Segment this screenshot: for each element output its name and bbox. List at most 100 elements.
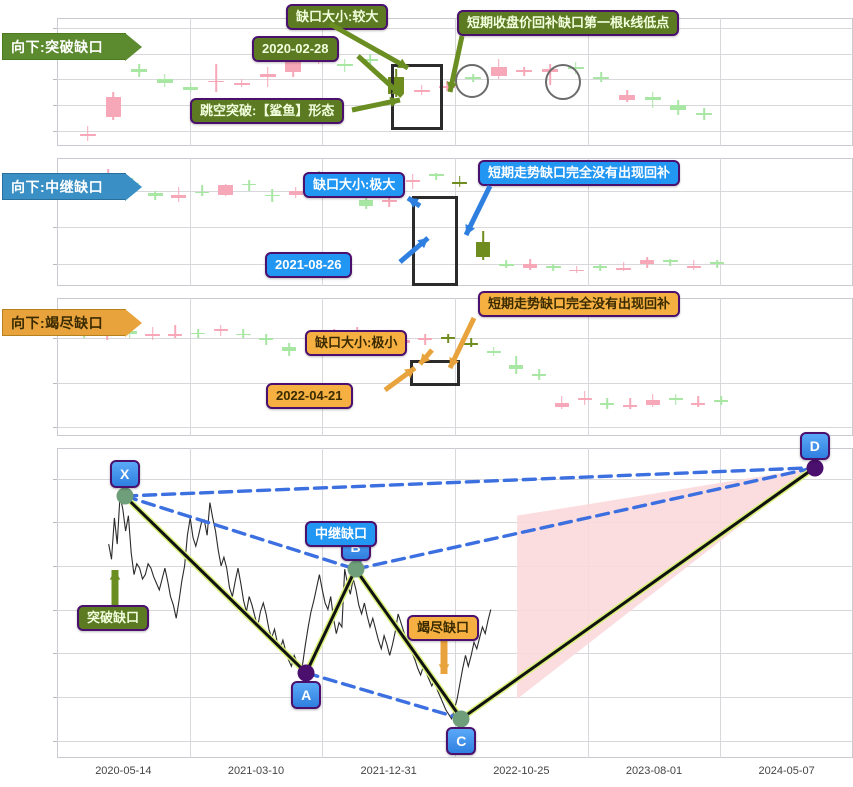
- candlestick: [358, 158, 374, 286]
- candlestick-wick: [583, 391, 586, 405]
- candlestick-wick: [720, 395, 722, 405]
- panel1-refill-circle-1: [455, 64, 489, 98]
- candlestick: [499, 158, 514, 286]
- y-axis-tick-mark: [53, 740, 57, 742]
- callout-exhaustion-gap-marker: 竭尽缺口: [407, 615, 480, 642]
- pivot-point-dot-d: [806, 459, 824, 477]
- candlestick-wick: [151, 326, 154, 341]
- callout-date-2021-08-26: 2021-08-26: [265, 252, 352, 279]
- gridline-vertical: [587, 158, 589, 286]
- candlestick: [670, 18, 687, 146]
- candlestick-body: [569, 269, 584, 272]
- candlestick: [696, 18, 713, 146]
- candlestick-wick: [174, 324, 177, 339]
- candlestick-wick: [248, 179, 250, 191]
- candlestick: [619, 18, 635, 146]
- candlestick: [546, 158, 561, 286]
- candlestick-wick: [600, 71, 603, 82]
- candlestick-body: [616, 267, 631, 270]
- ribbon-exhaustion-gap: 向下:竭尽缺口: [2, 309, 143, 337]
- candlestick-body: [554, 402, 569, 408]
- candlestick-body: [663, 260, 678, 263]
- gridline-vertical: [322, 448, 324, 758]
- gridline-vertical: [720, 18, 722, 146]
- candlestick: [452, 158, 467, 286]
- candlestick-body: [418, 338, 433, 341]
- candlestick: [577, 298, 592, 436]
- candlestick: [413, 18, 430, 146]
- ribbon-arrow-tip-icon: [125, 173, 143, 201]
- pivot-point-label-c[interactable]: C: [446, 726, 477, 755]
- gridline-vertical: [322, 298, 324, 436]
- candlestick: [395, 298, 410, 436]
- candlestick-body: [639, 260, 655, 265]
- candlestick: [236, 298, 251, 436]
- candlestick-wick: [215, 64, 217, 93]
- candlestick: [593, 18, 610, 146]
- callout-shark-pattern: 跳空突破:【鲨鱼】形态: [190, 98, 345, 125]
- y-axis-tick-mark: [53, 28, 57, 30]
- y-axis-tick-mark: [53, 338, 57, 340]
- candlestick-wick: [629, 398, 631, 410]
- y-axis-tick-mark: [53, 130, 57, 132]
- y-axis-tick-mark: [53, 382, 57, 384]
- callout-date-2022-04-21: 2022-04-21: [266, 383, 353, 410]
- pivot-point-dot-b: [347, 560, 364, 578]
- candlestick: [233, 18, 250, 146]
- candlestick: [218, 158, 233, 286]
- y-axis-tick-mark: [53, 79, 57, 81]
- candlestick-wick: [552, 264, 555, 272]
- candlestick: [79, 18, 96, 146]
- candlestick: [372, 298, 387, 436]
- candlestick-body: [619, 94, 635, 100]
- x-axis-tick-label: 2020-05-14: [95, 765, 152, 777]
- candlestick-body: [382, 200, 397, 202]
- candlestick-body: [156, 79, 173, 84]
- candlestick-body: [645, 400, 660, 405]
- candlestick-wick: [515, 355, 518, 374]
- gridline-vertical: [322, 18, 324, 146]
- candlestick-body: [577, 398, 592, 401]
- gridline-vertical: [189, 158, 191, 286]
- candlestick: [194, 158, 210, 286]
- candlestick-body: [233, 83, 250, 85]
- gridline-vertical: [189, 448, 191, 758]
- y-axis-tick-mark: [53, 105, 57, 107]
- candlestick: [463, 298, 478, 436]
- ribbon-runaway-gap-label: 向下:中继缺口: [11, 178, 104, 195]
- candlestick-body: [600, 402, 615, 405]
- candlestick-body: [145, 333, 160, 336]
- candlestick-body: [288, 190, 304, 195]
- candlestick: [714, 298, 729, 436]
- pivot-point-label-d[interactable]: D: [799, 431, 830, 460]
- candlestick-body: [429, 174, 444, 177]
- candlestick-body: [644, 97, 661, 100]
- candlestick-wick: [87, 125, 89, 141]
- y-axis-tick-mark: [53, 227, 57, 229]
- candlestick: [171, 158, 186, 286]
- candlestick-wick: [201, 185, 203, 197]
- candlestick: [213, 298, 228, 436]
- candlestick-body: [362, 59, 379, 62]
- callout-gap-size-large: 缺口大小:较大: [286, 4, 389, 31]
- candlestick: [486, 298, 501, 436]
- candlestick-body: [259, 338, 274, 341]
- candlestick: [259, 18, 276, 146]
- candlestick: [567, 18, 584, 146]
- pivot-point-label-x[interactable]: X: [109, 460, 140, 489]
- callout-runaway-gap-marker: 中继缺口: [305, 521, 378, 548]
- candlestick: [382, 158, 397, 286]
- gridline-vertical: [189, 298, 191, 436]
- candlestick: [509, 298, 524, 436]
- candlestick-body: [486, 351, 501, 353]
- pivot-point-label-a[interactable]: A: [291, 680, 322, 709]
- candlestick-body: [593, 76, 610, 80]
- gridline-vertical: [587, 298, 589, 436]
- callout-date-2020-02-28: 2020-02-28: [252, 36, 339, 63]
- candlestick-body: [236, 333, 251, 336]
- candlestick-body: [516, 70, 533, 73]
- candlestick: [190, 298, 206, 436]
- y-axis-tick-mark: [53, 696, 57, 698]
- x-axis-tick-label: 2022-10-25: [493, 765, 550, 777]
